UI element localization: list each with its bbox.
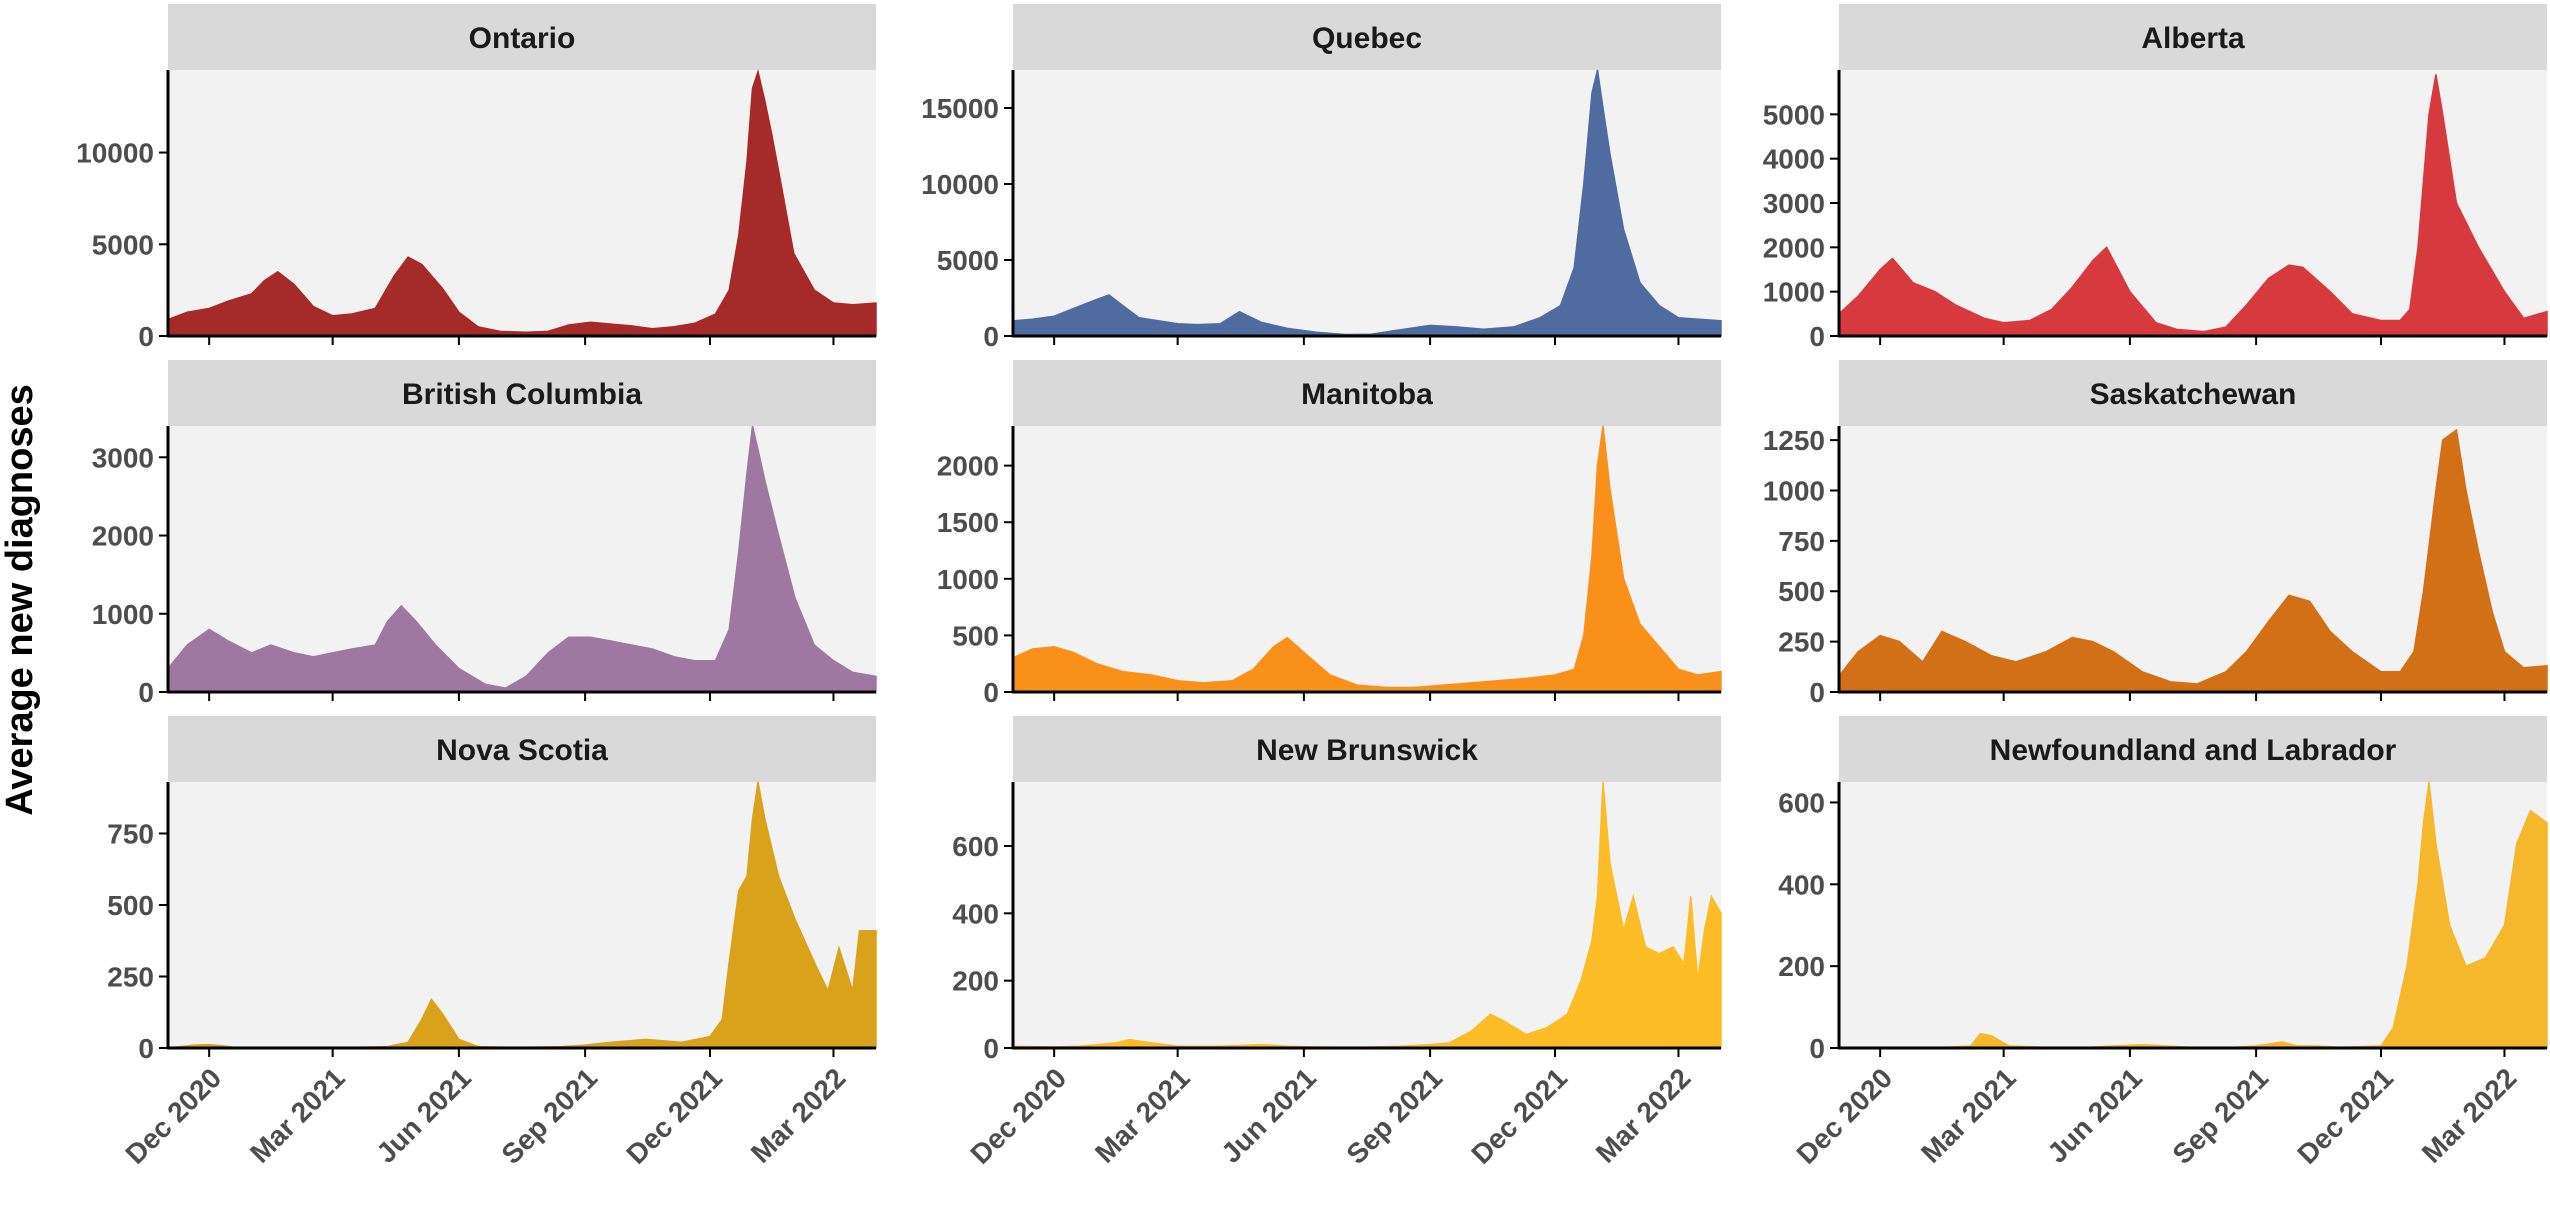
y-tick-label: 2000 bbox=[1763, 232, 1825, 263]
y-tick-label: 500 bbox=[1778, 576, 1825, 607]
panel-newfoundland-and-labrador: Newfoundland and Labrador 0 200 400 600 Dec 2… bbox=[1778, 716, 2548, 1170]
x-tick-label: Jun 2021 bbox=[1215, 1062, 1322, 1169]
y-tick-label: 10000 bbox=[76, 138, 154, 169]
x-tick-label: Mar 2021 bbox=[1915, 1062, 2022, 1169]
panel-title: Alberta bbox=[2141, 22, 2245, 55]
y-tick-label: 0 bbox=[983, 677, 999, 708]
y-tick-label: 750 bbox=[107, 818, 154, 849]
y-tick-label: 500 bbox=[107, 890, 154, 921]
y-tick-label: 1250 bbox=[1763, 425, 1825, 456]
y-tick-label: 1000 bbox=[1763, 475, 1825, 506]
y-tick-label: 5000 bbox=[937, 245, 999, 276]
x-tick-label: Mar 2022 bbox=[1590, 1062, 1697, 1169]
y-tick-label: 4000 bbox=[1763, 144, 1825, 175]
strip-new-brunswick bbox=[1013, 716, 1721, 782]
y-tick-label: 10000 bbox=[921, 169, 999, 200]
y-tick-label: 600 bbox=[952, 831, 999, 862]
x-tick-label: Dec 2020 bbox=[119, 1062, 227, 1170]
x-tick-label: Jun 2021 bbox=[2041, 1062, 2148, 1169]
strip-quebec bbox=[1013, 4, 1721, 70]
panel-title: Quebec bbox=[1312, 22, 1422, 55]
panel-title: Saskatchewan bbox=[2090, 378, 2297, 411]
panel-title: New Brunswick bbox=[1256, 734, 1478, 767]
y-tick-label: 400 bbox=[952, 898, 999, 929]
area-series-new-brunswick bbox=[1012, 781, 1722, 1049]
y-tick-label: 600 bbox=[1778, 787, 1825, 818]
strip-nova-scotia bbox=[168, 716, 876, 782]
strip-manitoba bbox=[1013, 360, 1721, 426]
y-tick-label: 0 bbox=[138, 1033, 154, 1064]
area-series-british-columbia bbox=[167, 425, 877, 693]
x-tick-label: Sep 2021 bbox=[495, 1062, 603, 1170]
y-axis-label: Average new diagnoses bbox=[0, 384, 41, 816]
y-tick-label: 0 bbox=[138, 321, 154, 352]
x-tick-label: Dec 2020 bbox=[964, 1062, 1072, 1170]
panel-british-columbia: British Columbia 0 1000 2000 3000 bbox=[92, 360, 877, 708]
strip-saskatchewan bbox=[1839, 360, 2547, 426]
panel-manitoba: Manitoba 0 500 1000 1500 2000 bbox=[937, 360, 1722, 708]
panel-ontario: Ontario 0 5000 10000 bbox=[76, 4, 877, 352]
x-tick-label: Mar 2022 bbox=[745, 1062, 852, 1169]
y-tick-label: 2000 bbox=[92, 521, 154, 552]
y-tick-label: 3000 bbox=[1763, 188, 1825, 219]
x-tick-label: Jun 2021 bbox=[370, 1062, 477, 1169]
panel-saskatchewan: Saskatchewan 0 250 500 750 1000 1250 bbox=[1763, 360, 2548, 708]
y-tick-label: 250 bbox=[1778, 627, 1825, 658]
panel-nova-scotia: Nova Scotia 0 250 500 750 Dec 2020 Mar 2021 Jun… bbox=[107, 716, 877, 1170]
x-tick-label: Dec 2021 bbox=[1465, 1062, 1573, 1170]
x-tick-label: Dec 2021 bbox=[620, 1062, 728, 1170]
area-series-manitoba bbox=[1012, 425, 1722, 693]
y-tick-label: 0 bbox=[1809, 1033, 1825, 1064]
panels-container: Ontario0500010000Quebec050001000015000Al… bbox=[76, 4, 2548, 1170]
area-series-quebec bbox=[1012, 69, 1722, 337]
area-series-alberta bbox=[1838, 74, 2548, 337]
x-tick-label: Dec 2020 bbox=[1790, 1062, 1898, 1170]
y-tick-label: 200 bbox=[952, 966, 999, 997]
y-tick-label: 5000 bbox=[1763, 99, 1825, 130]
y-tick-label: 15000 bbox=[921, 93, 999, 124]
strip-newfoundland-and-labrador bbox=[1839, 716, 2547, 782]
panel-title: British Columbia bbox=[402, 378, 642, 411]
y-tick-label: 200 bbox=[1778, 951, 1825, 982]
y-tick-label: 0 bbox=[1809, 677, 1825, 708]
y-tick-label: 1000 bbox=[937, 564, 999, 595]
strip-british-columbia bbox=[168, 360, 876, 426]
y-tick-label: 400 bbox=[1778, 869, 1825, 900]
x-tick-label: Mar 2021 bbox=[1089, 1062, 1196, 1169]
x-tick-label: Mar 2021 bbox=[244, 1062, 351, 1169]
y-tick-label: 250 bbox=[107, 961, 154, 992]
panel-new-brunswick: New Brunswick 0 200 400 600 Dec 2020 Mar 2021 J… bbox=[952, 716, 1722, 1170]
strip-alberta bbox=[1839, 4, 2547, 70]
panel-title: Manitoba bbox=[1301, 378, 1433, 411]
panel-title: Newfoundland and Labrador bbox=[1990, 734, 2397, 767]
y-tick-label: 3000 bbox=[92, 442, 154, 473]
panel-alberta: Alberta 0 1000 2000 3000 4000 5000 bbox=[1763, 4, 2548, 352]
area-series-ontario bbox=[167, 69, 877, 337]
y-tick-label: 750 bbox=[1778, 526, 1825, 557]
y-tick-label: 1000 bbox=[92, 599, 154, 630]
x-tick-label: Sep 2021 bbox=[1340, 1062, 1448, 1170]
y-tick-label: 500 bbox=[952, 620, 999, 651]
y-tick-label: 0 bbox=[1809, 321, 1825, 352]
y-tick-label: 0 bbox=[983, 321, 999, 352]
y-tick-label: 2000 bbox=[937, 451, 999, 482]
panel-quebec: Quebec 0 5000 10000 15000 bbox=[921, 4, 1722, 352]
panel-title: Nova Scotia bbox=[436, 734, 608, 767]
area-series-saskatchewan bbox=[1838, 428, 2548, 693]
x-tick-label: Mar 2022 bbox=[2416, 1062, 2523, 1169]
y-tick-label: 0 bbox=[138, 677, 154, 708]
panel-title: Ontario bbox=[469, 22, 576, 55]
y-tick-label: 5000 bbox=[92, 229, 154, 260]
strip-ontario bbox=[168, 4, 876, 70]
x-tick-label: Sep 2021 bbox=[2166, 1062, 2274, 1170]
x-tick-label: Dec 2021 bbox=[2291, 1062, 2399, 1170]
y-tick-label: 1000 bbox=[1763, 277, 1825, 308]
y-tick-label: 1500 bbox=[937, 507, 999, 538]
y-tick-label: 0 bbox=[983, 1033, 999, 1064]
